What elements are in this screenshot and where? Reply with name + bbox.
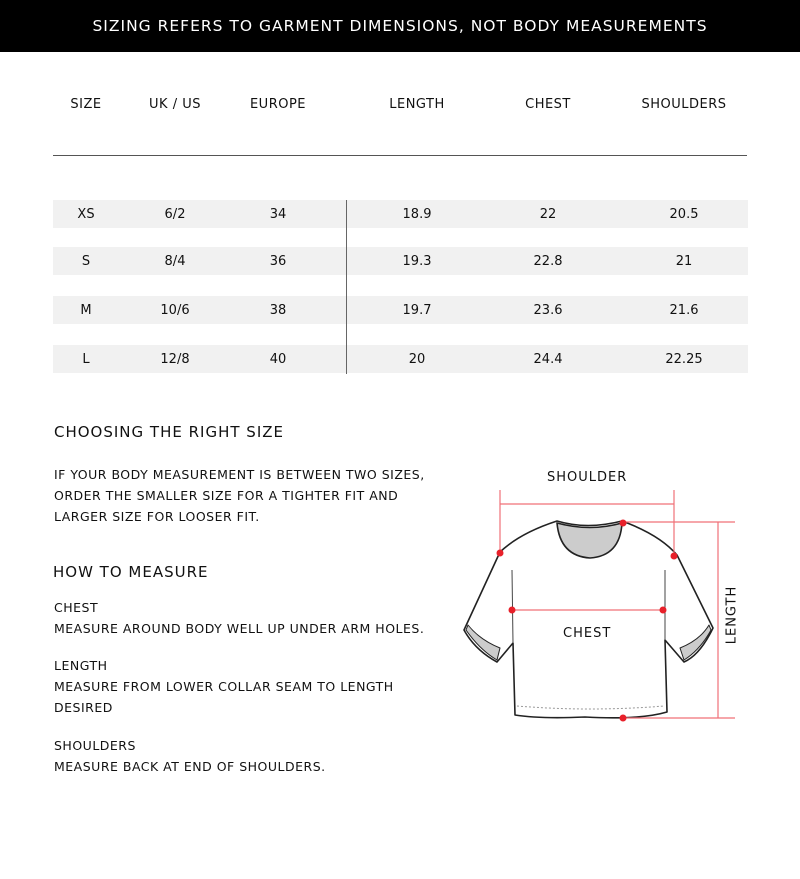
table-cell: 6/2	[164, 207, 186, 222]
table-cell: 22.8	[533, 254, 563, 269]
header-size: SIZE	[70, 97, 102, 112]
table-cell: 23.6	[533, 303, 563, 318]
table-cell: L	[82, 352, 90, 367]
measure-chest: CHEST MEASURE AROUND BODY WELL UP UNDER …	[54, 600, 425, 636]
header-europe: EUROPE	[249, 97, 307, 112]
tshirt-icon	[463, 520, 714, 719]
measure-title: HOW TO MEASURE	[53, 563, 209, 581]
table-cell: 22.25	[665, 352, 703, 367]
measurement-lines	[499, 490, 735, 719]
table-cell: 8/4	[164, 254, 186, 269]
table-row: XS 6/2 34 18.9 22 20.5	[53, 200, 748, 228]
table-cell: 38	[269, 303, 287, 318]
column-divider	[346, 200, 347, 374]
header-shoulders: SHOULDERS	[641, 97, 727, 112]
chest-label: CHEST	[563, 626, 612, 641]
table-cell: 40	[269, 352, 287, 367]
table-cell: 12/8	[160, 352, 190, 367]
table-cell: 20.5	[669, 207, 699, 222]
table-cell: 20	[408, 352, 426, 367]
header-chest: CHEST	[525, 97, 571, 112]
choosing-title: CHOOSING THE RIGHT SIZE	[54, 423, 284, 441]
measurement-points	[496, 519, 678, 722]
measure-shoulders: SHOULDERS MEASURE BACK AT END OF SHOULDE…	[54, 738, 326, 774]
table-cell: 21.6	[669, 303, 699, 318]
shoulder-label: SHOULDER	[547, 470, 628, 485]
table-cell: 19.7	[402, 303, 432, 318]
header-divider	[53, 155, 747, 156]
table-cell: 10/6	[160, 303, 190, 318]
table-row: S 8/4 36 19.3 22.8 21	[53, 247, 748, 275]
table-cell: M	[80, 303, 92, 318]
length-label: LENGTH	[724, 585, 740, 645]
header-uk-us: UK / US	[149, 97, 201, 112]
header-length: LENGTH	[389, 97, 445, 112]
table-cell: 24.4	[533, 352, 563, 367]
table-cell: 18.9	[402, 207, 432, 222]
table-row: L 12/8 40 20 24.4 22.25	[53, 345, 748, 373]
table-cell: 36	[269, 254, 287, 269]
table-cell: S	[81, 254, 91, 269]
banner: SIZING REFERS TO GARMENT DIMENSIONS, NOT…	[0, 0, 800, 52]
measure-length: LENGTH MEASURE FROM LOWER COLLAR SEAM TO…	[54, 658, 394, 715]
table-cell: XS	[77, 207, 95, 222]
table-cell: 22	[539, 207, 557, 222]
table-row: M 10/6 38 19.7 23.6 21.6	[53, 296, 748, 324]
choosing-text: IF YOUR BODY MEASUREMENT IS BETWEEN TWO …	[54, 467, 425, 524]
table-cell: 21	[675, 254, 693, 269]
table-cell: 19.3	[402, 254, 432, 269]
table-cell: 34	[269, 207, 287, 222]
